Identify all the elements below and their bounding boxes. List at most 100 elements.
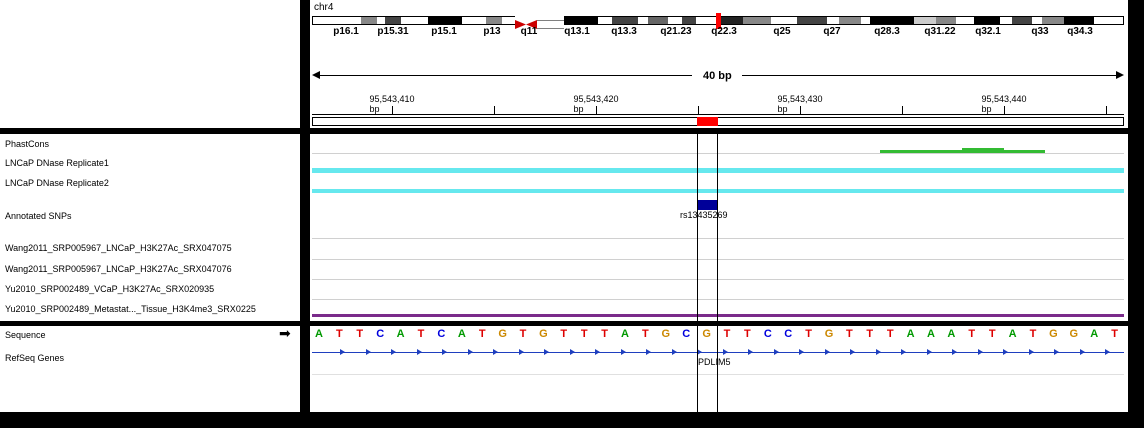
strand-arrow-icon: [697, 349, 702, 355]
region-of-interest-bar[interactable]: [312, 117, 1124, 126]
sequence-base: C: [763, 328, 772, 340]
sequence-base: T: [478, 328, 486, 340]
phastcons-peak[interactable]: [962, 148, 1004, 150]
sequence-base: T: [866, 328, 874, 340]
cytoband-label: q28.3: [874, 26, 900, 37]
sequence-base: G: [1049, 328, 1058, 340]
cytoband: [974, 16, 1000, 25]
name-panel-feature: Sequence ➡ RefSeq Genes: [0, 325, 300, 412]
cytoband: [827, 16, 839, 25]
cytoband: [797, 16, 827, 25]
name-panel-data: PhastCons LNCaP DNase Replicate1 LNCaP D…: [0, 134, 300, 321]
strand-arrow-icon: [723, 349, 728, 355]
strand-arrow-icon: [1105, 349, 1110, 355]
yu-metastat-signal[interactable]: [312, 314, 1124, 317]
sequence-base: T: [1111, 328, 1118, 340]
ruler-tick: [698, 106, 699, 114]
ruler-tick-label: 95,543,410 bp: [369, 94, 415, 114]
cytoband: [1000, 16, 1012, 25]
current-region-marker[interactable]: [716, 13, 721, 29]
ruler-tick: [800, 106, 801, 114]
sequence-base: C: [784, 328, 793, 340]
sequence-base: G: [702, 328, 711, 340]
cytoband: [718, 16, 743, 25]
track-name-annotated-snps[interactable]: Annotated SNPs: [5, 211, 72, 221]
track-name-phastcons[interactable]: PhastCons: [5, 139, 50, 149]
cytoband-label: q13.3: [611, 26, 637, 37]
feature-panel[interactable]: [310, 326, 1128, 412]
cytoband: [502, 16, 515, 25]
strand-arrow-icon: [1054, 349, 1059, 355]
span-arrow-right-icon: [1116, 71, 1124, 79]
strand-arrow-icon: [366, 349, 371, 355]
cytoband: [861, 16, 870, 25]
sequence-base: T: [417, 328, 425, 340]
sequence-base: A: [1008, 328, 1017, 340]
cytoband-label: p15.31: [377, 26, 409, 37]
row-divider: [312, 374, 1124, 375]
cytoband-label: p15.1: [431, 26, 457, 37]
track-name-dnase-rep2[interactable]: LNCaP DNase Replicate2: [5, 178, 109, 188]
track-name-wang-047075[interactable]: Wang2011_SRP005967_LNCaP_H3K27Ac_SRX0470…: [5, 243, 232, 253]
strand-arrow-icon: [952, 349, 957, 355]
cytoband-label: p13: [483, 26, 501, 37]
sequence-base: T: [356, 328, 364, 340]
cytoband: [648, 16, 668, 25]
cytoband: [1032, 16, 1042, 25]
cytoband: [385, 16, 401, 25]
strand-arrow-icon: [391, 349, 396, 355]
sequence-base: G: [498, 328, 507, 340]
track-name-wang-047076[interactable]: Wang2011_SRP005967_LNCaP_H3K27Ac_SRX0470…: [5, 264, 232, 274]
cytoband: [956, 16, 974, 25]
center-guide-right: [717, 134, 718, 412]
strand-arrow-icon: [595, 349, 600, 355]
dnase-rep1-signal[interactable]: [312, 168, 1124, 173]
ruler-tick: [1004, 106, 1005, 114]
strand-arrow-icon: [901, 349, 906, 355]
cytoband: [598, 16, 612, 25]
snp-feature[interactable]: [697, 200, 718, 210]
region-of-interest-marker[interactable]: [697, 117, 718, 126]
cytoband-label: q31.22: [924, 26, 956, 37]
sequence-base: G: [824, 328, 834, 340]
chromosome-ideogram[interactable]: [312, 16, 1124, 30]
track-name-yu-020935[interactable]: Yu2010_SRP002489_VCaP_H3K27Ac_SRX020935: [5, 284, 215, 294]
phastcons-signal[interactable]: [880, 150, 1045, 153]
cytoband-label: q34.3: [1067, 26, 1093, 37]
sequence-base: T: [642, 328, 649, 340]
sequence-base: A: [396, 328, 405, 340]
cytoband: [936, 16, 956, 25]
track-name-dnase-rep1[interactable]: LNCaP DNase Replicate1: [5, 158, 109, 168]
strand-arrow-icon: [519, 349, 524, 355]
row-divider: [312, 238, 1124, 239]
data-panel[interactable]: [310, 134, 1128, 321]
cytoband-label: q32.1: [975, 26, 1001, 37]
cytoband-label: q22.3: [711, 26, 737, 37]
gene-name-label: PDLIM5: [698, 357, 731, 367]
ruler-baseline: [312, 114, 1124, 115]
chromosome-name[interactable]: chr4: [314, 2, 334, 13]
track-name-sequence[interactable]: Sequence: [5, 330, 46, 340]
cytoband: [668, 16, 682, 25]
strand-arrow-icon: [621, 349, 626, 355]
ruler-tick: [596, 106, 597, 114]
strand-arrow-icon: [672, 349, 677, 355]
cytoband: [1094, 16, 1124, 25]
sequence-base: C: [376, 328, 385, 340]
sequence-base: A: [947, 328, 956, 340]
track-name-refseq-genes[interactable]: RefSeq Genes: [5, 353, 65, 363]
cytoband-label: q13.1: [564, 26, 590, 37]
strand-arrow-icon[interactable]: ➡: [279, 325, 291, 341]
cytoband-label: q25: [773, 26, 791, 37]
sequence-base: T: [723, 328, 731, 340]
track-name-yu-metastat[interactable]: Yu2010_SRP002489_Metastat..._Tissue_H3K4…: [5, 304, 256, 314]
strand-arrow-icon: [1003, 349, 1008, 355]
ruler-tick-label: 95,543,440 bp: [981, 94, 1027, 114]
ruler-tick-label: 95,543,430 bp: [777, 94, 823, 114]
gene-line[interactable]: [312, 352, 1124, 353]
cytoband-label: q33: [1031, 26, 1049, 37]
cytoband: [771, 16, 797, 25]
dnase-rep2-signal[interactable]: [312, 189, 1124, 193]
sequence-base: G: [661, 328, 671, 340]
sequence-base: A: [621, 328, 629, 340]
